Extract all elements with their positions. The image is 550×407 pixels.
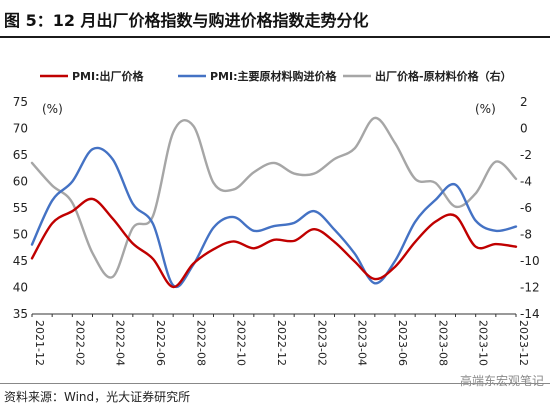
right-tick-label: -14 <box>520 307 540 321</box>
left-tick-label: 60 <box>13 175 28 189</box>
x-tick-label: 2022-12 <box>275 320 288 366</box>
x-tick-label: 2023-02 <box>315 320 328 366</box>
right-tick-label: -10 <box>520 254 540 268</box>
right-tick-label: -6 <box>520 201 532 215</box>
left-tick-label: 40 <box>13 281 28 295</box>
x-tick-label: 2022-04 <box>114 320 127 366</box>
right-axis-unit: (%) <box>475 102 496 116</box>
legend: PMI:出厂价格 PMI:主要原材料购进价格 出厂价格-原材料价格（右） <box>40 69 512 83</box>
right-tick-label: -8 <box>520 228 532 242</box>
left-tick-label: 70 <box>13 122 28 136</box>
source-note: 资料来源：Wind，光大证券研究所 <box>4 390 191 404</box>
left-tick-label: 35 <box>13 307 28 321</box>
legend-label-purchase: PMI:主要原材料购进价格 <box>210 69 337 83</box>
chart: PMI:出厂价格 PMI:主要原材料购进价格 出厂价格-原材料价格（右） (%)… <box>13 69 540 366</box>
x-tick-label: 2023-12 <box>517 320 530 366</box>
x-tick-label: 2022-10 <box>235 320 248 366</box>
x-tick-label: 2022-08 <box>194 320 207 366</box>
title-bar: 图 5：12 月出厂价格指数与购进价格指数走势分化 <box>0 0 550 38</box>
left-tick-label: 75 <box>13 95 28 109</box>
left-axis-ticks: 35 40 45 50 55 60 65 70 75 <box>13 95 28 321</box>
x-tick-label: 2022-06 <box>154 320 167 366</box>
series-line-purchase <box>30 146 518 289</box>
legend-label-spread: 出厂价格-原材料价格（右） <box>375 69 512 83</box>
x-axis: 2021-12 2022-02 2022-04 2022-06 2022-08 2022-… <box>31 313 530 366</box>
x-tick-label: 2022-02 <box>73 320 86 366</box>
right-tick-label: -12 <box>520 281 540 295</box>
x-tick-label: 2021-12 <box>33 320 46 366</box>
x-tick-label: 2023-08 <box>436 320 449 366</box>
left-tick-label: 45 <box>13 254 28 268</box>
right-axis-ticks: -14 -12 -10 -8 -6 -4 -2 0 2 <box>520 95 540 321</box>
series-line-spread <box>30 116 518 279</box>
series-layer <box>30 116 518 289</box>
x-tick-label: 2023-10 <box>477 320 490 366</box>
right-tick-label: -4 <box>520 175 532 189</box>
footer-divider <box>0 383 550 384</box>
left-tick-label: 65 <box>13 148 28 162</box>
x-tick-label: 2023-06 <box>396 320 409 366</box>
legend-label-ppi: PMI:出厂价格 <box>72 69 144 83</box>
series-line-ppi <box>30 197 518 289</box>
right-tick-label: 0 <box>520 122 528 136</box>
watermark-text: 高端东宏观笔记 <box>459 374 544 388</box>
left-tick-label: 55 <box>13 201 28 215</box>
x-tick-label: 2023-04 <box>356 320 369 366</box>
right-tick-label: -2 <box>520 148 532 162</box>
left-axis-unit: (%) <box>42 102 63 116</box>
right-tick-label: 2 <box>520 95 528 109</box>
left-tick-label: 50 <box>13 228 28 242</box>
chart-title: 图 5：12 月出厂价格指数与购进价格指数走势分化 <box>4 11 369 30</box>
